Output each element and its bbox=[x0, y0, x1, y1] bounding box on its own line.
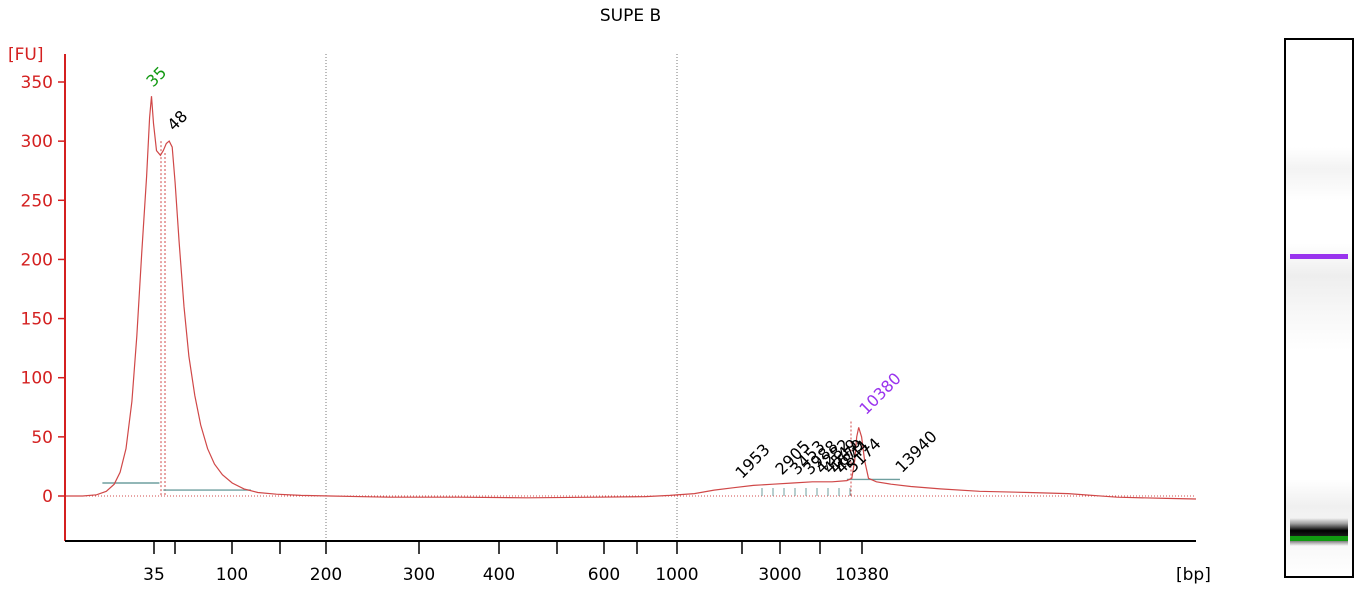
x-axis-label: [bp] bbox=[1176, 565, 1211, 585]
electropherogram-chart: 0 50 100 150 200 250 300 350 35 100 200 300 400 600 1… bbox=[8, 45, 1211, 585]
gel-band-lower-marker bbox=[1290, 536, 1348, 541]
gridlines bbox=[65, 54, 1196, 541]
y-tick-label: 50 bbox=[31, 428, 53, 448]
x-tick-label: 200 bbox=[310, 565, 342, 585]
x-tick-label: 100 bbox=[216, 565, 248, 585]
x-tick-label: 10380 bbox=[835, 565, 889, 585]
peak-label: 1953 bbox=[731, 440, 773, 482]
peak-label: 48 bbox=[163, 107, 191, 135]
x-tick-label: 300 bbox=[403, 565, 435, 585]
y-tick-label: 100 bbox=[21, 369, 53, 389]
y-axis: 0 50 100 150 200 250 300 350 bbox=[21, 54, 66, 541]
gel-lane bbox=[1284, 38, 1354, 578]
x-tick-label: 3000 bbox=[758, 565, 801, 585]
x-tick-label: 600 bbox=[588, 565, 620, 585]
peak-label: 10380 bbox=[855, 369, 904, 418]
y-tick-label: 250 bbox=[21, 191, 53, 211]
peak-label: 13940 bbox=[891, 427, 940, 476]
gel-band-upper-marker bbox=[1290, 254, 1348, 259]
x-tick-label: 35 bbox=[143, 565, 165, 585]
y-tick-label: 0 bbox=[42, 487, 53, 507]
x-tick-label: 1000 bbox=[655, 565, 698, 585]
peak-labels: 3548195329053453398842824549467948415174… bbox=[142, 63, 940, 482]
peak-baselines bbox=[102, 478, 900, 496]
y-tick-label: 200 bbox=[21, 250, 53, 270]
y-tick-label: 350 bbox=[21, 73, 53, 93]
peak-label: 35 bbox=[142, 63, 170, 91]
y-tick-label: 150 bbox=[21, 310, 53, 330]
x-axis: 35 100 200 300 400 600 1000 3000 10380 bbox=[65, 540, 1196, 585]
chart-title: SUPE B bbox=[599, 6, 662, 26]
x-tick-label: 400 bbox=[483, 565, 515, 585]
gel-band-sample bbox=[1290, 518, 1348, 546]
fluorescence-trace bbox=[65, 96, 1197, 500]
y-tick-label: 300 bbox=[21, 132, 53, 152]
y-axis-label: [FU] bbox=[8, 45, 44, 65]
